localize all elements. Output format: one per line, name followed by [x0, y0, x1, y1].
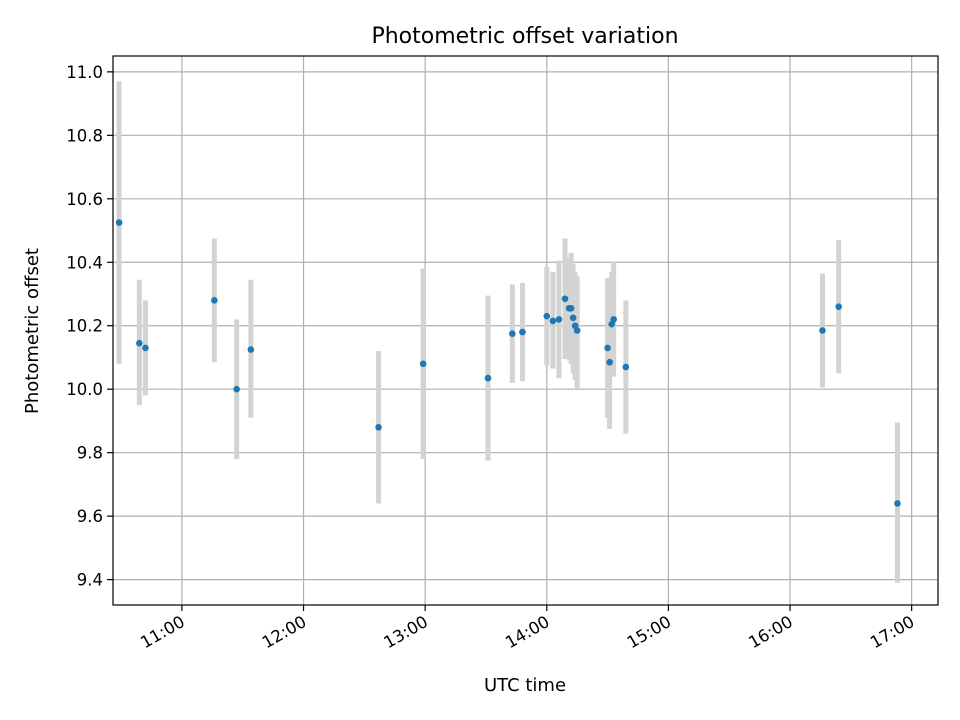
data-point: [375, 423, 382, 431]
data-point: [561, 295, 569, 303]
data-point: [894, 500, 901, 507]
y-tick-label: 9.4: [77, 571, 103, 590]
x-tick-label: 11:00: [137, 612, 188, 652]
x-tick-label: 13:00: [380, 612, 431, 652]
data-point: [115, 219, 123, 226]
y-axis-label: Photometric offset: [22, 248, 43, 414]
data-points: [115, 219, 901, 507]
x-tick-label: 14:00: [502, 612, 553, 652]
data-point: [419, 360, 427, 368]
data-point: [509, 330, 516, 337]
x-tick-label: 12:00: [259, 612, 310, 652]
data-point: [211, 297, 218, 304]
data-point: [573, 327, 581, 334]
x-axis-ticks: 11:00 12:00 13:00 14:00 15:00 16:00 17:00: [137, 605, 918, 652]
data-point: [606, 358, 613, 366]
chart-title: Photometric offset variation: [371, 24, 678, 49]
y-tick-label: 10.0: [66, 380, 103, 399]
data-point: [604, 344, 611, 352]
data-point: [569, 314, 577, 322]
x-tick-label: 15:00: [624, 612, 675, 652]
data-point: [819, 327, 826, 334]
data-point: [136, 339, 143, 347]
y-tick-label: 10.4: [66, 253, 103, 272]
data-point: [549, 317, 557, 325]
x-tick-label: 17:00: [867, 612, 918, 652]
plot-frame: [112, 55, 939, 606]
data-point: [543, 312, 551, 320]
data-point: [567, 304, 575, 312]
data-point: [610, 316, 617, 323]
data-point: [519, 328, 526, 336]
y-tick-label: 9.8: [77, 444, 103, 463]
y-tick-label: 10.8: [66, 126, 103, 145]
y-tick-label: 10.6: [66, 190, 103, 209]
x-tick-label: 16:00: [745, 612, 796, 652]
error-bars: [116, 81, 900, 583]
y-tick-label: 9.6: [77, 507, 103, 526]
y-tick-label: 10.2: [66, 317, 103, 336]
data-point: [555, 316, 563, 323]
data-point: [142, 344, 149, 352]
data-point: [247, 346, 255, 353]
data-point: [622, 363, 630, 371]
x-axis-label: UTC time: [484, 675, 566, 696]
data-point: [835, 303, 842, 310]
data-point: [484, 374, 492, 382]
y-tick-label: 11.0: [66, 63, 103, 82]
y-axis-ticks: 9.4 9.6 9.8 10.0 10.2 10.4 10.6 10.8 11.0: [66, 63, 113, 590]
data-point: [233, 385, 240, 393]
